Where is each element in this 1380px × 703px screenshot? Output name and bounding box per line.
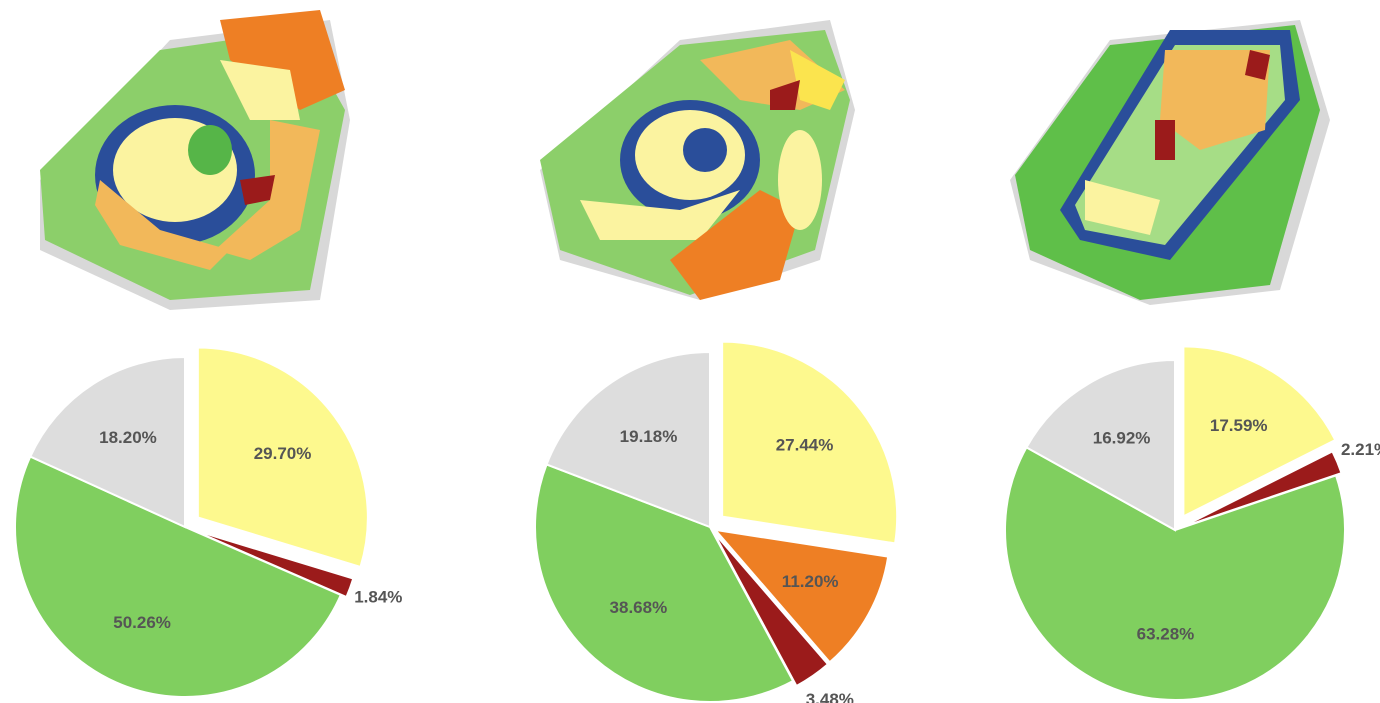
slice-label: 50.26% <box>113 613 171 632</box>
slice-label: 63.28% <box>1137 624 1195 643</box>
slice-label: 38.68% <box>610 598 668 617</box>
pie-slice <box>712 531 830 688</box>
slice-label: 17.59% <box>1210 416 1268 435</box>
slice-label: 2.21% <box>1341 440 1380 459</box>
slice-label: 11.20% <box>782 572 839 591</box>
site-plan-3 <box>1010 20 1330 305</box>
slice-label: 3.48% <box>806 690 854 703</box>
slice-label: 19.18% <box>620 427 678 446</box>
pie-slice <box>712 528 890 664</box>
pie-slice <box>1182 345 1337 519</box>
pie-slice <box>190 528 355 599</box>
pie-slice <box>1180 450 1343 529</box>
pie-slice <box>196 346 369 569</box>
pie-slice <box>1004 445 1346 701</box>
site-plan-2 <box>540 20 855 300</box>
slice-label: 1.84% <box>354 588 402 607</box>
pie-slice <box>534 463 795 703</box>
slice-label: 16.92% <box>1093 429 1151 448</box>
slice-label: 27.44% <box>776 435 834 454</box>
pie-slice <box>545 350 711 529</box>
pie-slice <box>721 340 899 545</box>
site-plan-1 <box>40 10 350 310</box>
pie-slice <box>14 455 343 698</box>
slice-label: 29.70% <box>254 444 312 463</box>
pie-slice <box>28 355 186 529</box>
slice-label: 18.20% <box>99 428 157 447</box>
pie-slice <box>1025 358 1176 532</box>
